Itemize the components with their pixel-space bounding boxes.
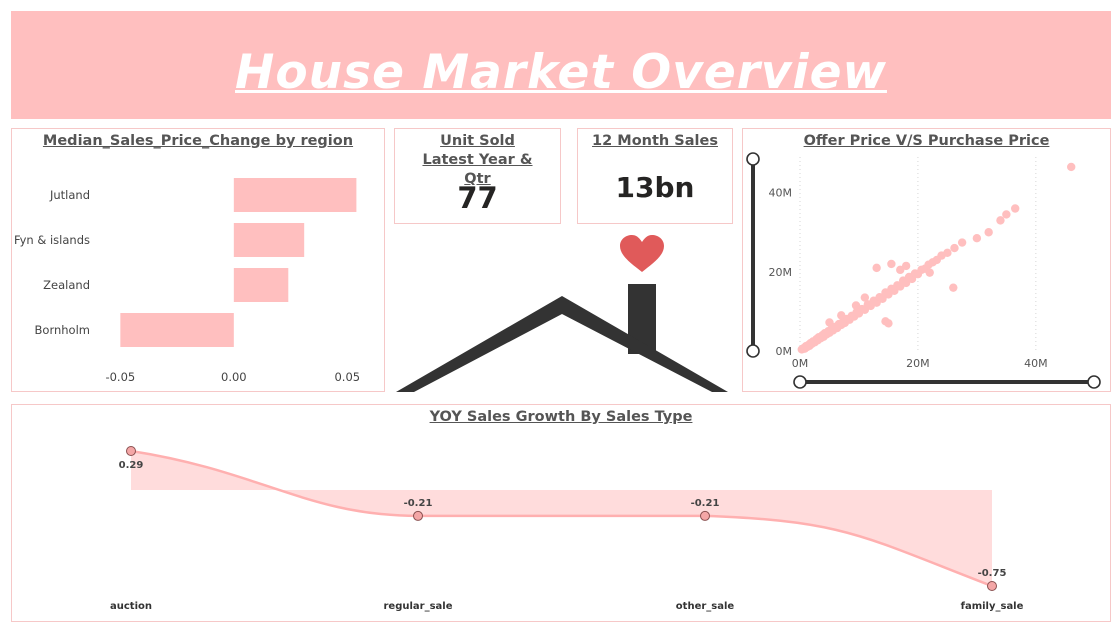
- bar-category-label: Jutland: [49, 188, 90, 202]
- scatter-chart-card[interactable]: Offer Price V/S Purchase Price 0M 20M 40M 0…: [742, 128, 1111, 392]
- y-zoom-slider-handle-bottom[interactable]: [746, 344, 760, 358]
- area-chart-title: YOY Sales Growth By Sales Type: [429, 409, 693, 425]
- area-x-tick-label: family_sale: [961, 601, 1024, 612]
- scatter-point: [825, 318, 834, 327]
- kpi-units-card[interactable]: Unit Sold Latest Year & Qtr 77: [394, 128, 561, 224]
- area-chart-card[interactable]: YOY Sales Growth By Sales Type 0.29 aucti…: [11, 404, 1111, 622]
- bar-x-tick-label: 0.00: [221, 370, 247, 384]
- scatter-point: [896, 265, 905, 275]
- bar-x-tick-label: 0.05: [334, 370, 360, 384]
- bar-x-tick-label: -0.05: [105, 370, 135, 384]
- scatter-point: [1067, 162, 1076, 172]
- area-data-label: 0.29: [119, 460, 144, 471]
- scatter-point: [1002, 210, 1011, 219]
- bar-category-label: Bornholm: [35, 323, 90, 337]
- y-zoom-slider-handle-top[interactable]: [746, 152, 760, 166]
- scatter-point: [878, 294, 887, 303]
- scatter-y-tick-label: 0M: [776, 345, 793, 358]
- scatter-point: [949, 283, 958, 292]
- scatter-x-tick-label: 20M: [906, 357, 930, 370]
- house-roof-heart-icon: [396, 235, 728, 392]
- roof: [396, 296, 728, 392]
- x-zoom-slider-handle-left[interactable]: [793, 375, 807, 389]
- bar-category-label: Zealand: [43, 278, 90, 292]
- area-point-family_sale: [987, 581, 997, 591]
- area-data-label: -0.75: [978, 568, 1007, 579]
- scatter-point: [972, 233, 982, 243]
- scatter-point: [1010, 204, 1020, 213]
- kpi-sales-card[interactable]: 12 Month Sales 13bn: [577, 128, 733, 224]
- area-data-label: -0.21: [691, 498, 720, 509]
- scatter-x-tick-label: 0M: [792, 357, 809, 370]
- area-point-other_sale: [700, 510, 710, 521]
- scatter-point: [887, 259, 896, 269]
- area-series-line: [130, 449, 993, 588]
- scatter-y-tick-label: 40M: [769, 187, 793, 200]
- scatter-point: [872, 263, 881, 273]
- area-data-label: -0.21: [404, 498, 433, 509]
- bar-category-label: Fyn & islands: [14, 233, 90, 247]
- area-x-tick-label: auction: [110, 601, 152, 612]
- scatter-chart[interactable]: 0M 20M 40M 0M 20M 40M: [743, 129, 1110, 391]
- bar-3: [120, 313, 234, 347]
- area-fill: [131, 451, 992, 586]
- bar-chart-card[interactable]: Median_Sales_Price_Change by region Jutl…: [11, 128, 385, 392]
- page-title: House Market Overview: [235, 45, 887, 100]
- kpi-units-title: Unit Sold Latest Year & Qtr: [422, 133, 533, 187]
- scatter-point: [943, 248, 952, 258]
- scatter-point: [984, 228, 993, 237]
- area-point-regular_sale: [413, 510, 423, 521]
- scatter-point: [950, 243, 959, 253]
- bar-chart[interactable]: Jutland Fyn & islands Zealand Bornholm -0.05…: [12, 129, 384, 391]
- bar-2: [233, 268, 289, 302]
- kpi-sales-value: 13bn: [615, 171, 695, 204]
- scatter-y-tick-label: 20M: [769, 266, 793, 279]
- bar-1: [233, 223, 305, 257]
- kpi-units-value: 77: [457, 181, 498, 215]
- scatter-point: [860, 293, 870, 302]
- scatter-point: [925, 268, 934, 277]
- scatter-point: [901, 261, 911, 271]
- x-zoom-slider-handle-right[interactable]: [1087, 375, 1101, 389]
- scatter-point: [851, 301, 861, 310]
- scatter-point: [957, 238, 967, 247]
- scatter-point: [837, 311, 846, 320]
- scatter-x-tick-label: 40M: [1024, 357, 1048, 370]
- scatter-point: [996, 216, 1005, 225]
- heart-icon: [620, 235, 664, 272]
- area-x-tick-label: other_sale: [676, 601, 735, 612]
- header-banner: House Market Overview: [11, 11, 1111, 119]
- scatter-point: [884, 319, 893, 328]
- kpi-sales-title: 12 Month Sales: [592, 133, 718, 149]
- bar-chart-title: Median_Sales_Price_Change by region: [42, 133, 354, 149]
- bar-0: [233, 178, 357, 212]
- scatter-chart-title: Offer Price V/S Purchase Price: [803, 133, 1050, 149]
- area-chart[interactable]: 0.29 auction -0.21 regular_sale -0.21 other_s…: [12, 405, 1110, 621]
- area-point-auction: [126, 446, 136, 456]
- area-x-tick-label: regular_sale: [383, 601, 452, 612]
